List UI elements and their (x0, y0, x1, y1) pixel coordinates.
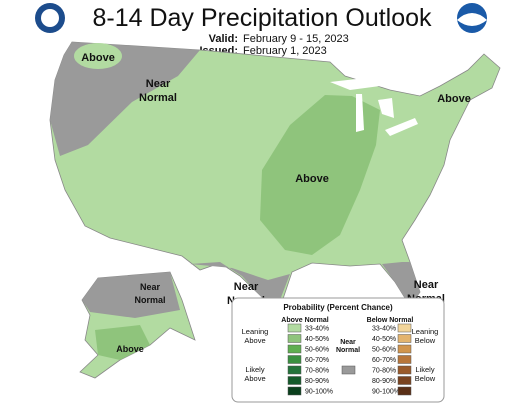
legend-title: Probability (Percent Chance) (283, 303, 393, 312)
tx-near-normal (190, 262, 290, 300)
above-range: 50-60% (305, 347, 329, 354)
lake-erie (385, 118, 418, 136)
below-swatch (397, 355, 412, 364)
doc-logo-inner (41, 9, 59, 27)
map-label: Above (116, 344, 144, 354)
above-range: 90-100% (305, 389, 333, 396)
legend-box (231, 297, 445, 403)
title: 8-14 Day Precipitation Outlook (92, 4, 432, 32)
legend-side: Above (244, 374, 265, 383)
nw-above (74, 43, 122, 69)
legend: Probability (Percent Chance) Above Norma… (231, 297, 445, 403)
ak-above (95, 325, 150, 360)
below-range: 50-60% (372, 347, 396, 354)
above-range: 40-50% (305, 336, 329, 343)
legend-side: Likely (415, 365, 434, 374)
above-swatch (287, 386, 302, 396)
legend-side: Likely (245, 365, 264, 374)
below-swatch (397, 323, 412, 333)
legend-side: Below (415, 336, 436, 345)
legend-below-header: Below Normal (367, 317, 414, 324)
below-range: 40-50% (372, 336, 396, 343)
noaa-logo-wave (457, 13, 487, 26)
legend-near-normal: Normal (336, 347, 360, 354)
below-range: 90-100% (372, 389, 400, 396)
legend-near-normal: Near (340, 339, 356, 346)
above-swatch (287, 323, 302, 333)
above-swatch (287, 334, 302, 343)
map-label: Above (437, 93, 471, 105)
below-range: 33-40% (372, 326, 396, 333)
legend-side: Below (415, 374, 436, 383)
fl-near-normal (382, 262, 420, 306)
valid-label: Valid: (209, 33, 238, 45)
lake-superior (330, 78, 380, 90)
below-range: 80-90% (372, 378, 396, 385)
legend-side: Leaning (242, 327, 269, 336)
below-swatch (397, 386, 412, 396)
below-swatch (397, 344, 412, 354)
issued-date: February 1, 2023 (243, 45, 327, 57)
near-normal-swatch (341, 365, 356, 375)
map-label: Above (81, 52, 115, 64)
map-label: Near (414, 279, 439, 291)
above-swatch (287, 365, 302, 375)
legend-side: Above (244, 336, 265, 345)
lake-michigan (356, 94, 364, 132)
above-range: 70-80% (305, 368, 329, 375)
map-label: Normal (134, 295, 165, 305)
below-swatch (397, 376, 412, 385)
below-range: 60-70% (372, 357, 396, 364)
ak-near-normal (82, 272, 180, 318)
legend-side: Leaning (412, 327, 439, 336)
lake-huron (378, 98, 394, 118)
above-swatch (287, 376, 302, 385)
above-range: 33-40% (305, 326, 329, 333)
below-range: 70-80% (372, 368, 396, 375)
nw-near-normal (50, 42, 200, 156)
map-label: Near (234, 281, 259, 293)
legend-above-header: Above Normal (281, 317, 329, 324)
map-label: Normal (139, 92, 177, 104)
below-swatch (397, 334, 412, 343)
above-range: 60-70% (305, 357, 329, 364)
valid-date: February 9 - 15, 2023 (243, 33, 349, 45)
map-label: Above (295, 173, 329, 185)
above-swatch (287, 355, 302, 364)
central-above (260, 95, 380, 255)
below-swatch (397, 365, 412, 375)
map-label: Near (140, 282, 161, 292)
above-range: 80-90% (305, 378, 329, 385)
map-label: Near (146, 78, 171, 90)
above-swatch (287, 344, 302, 354)
